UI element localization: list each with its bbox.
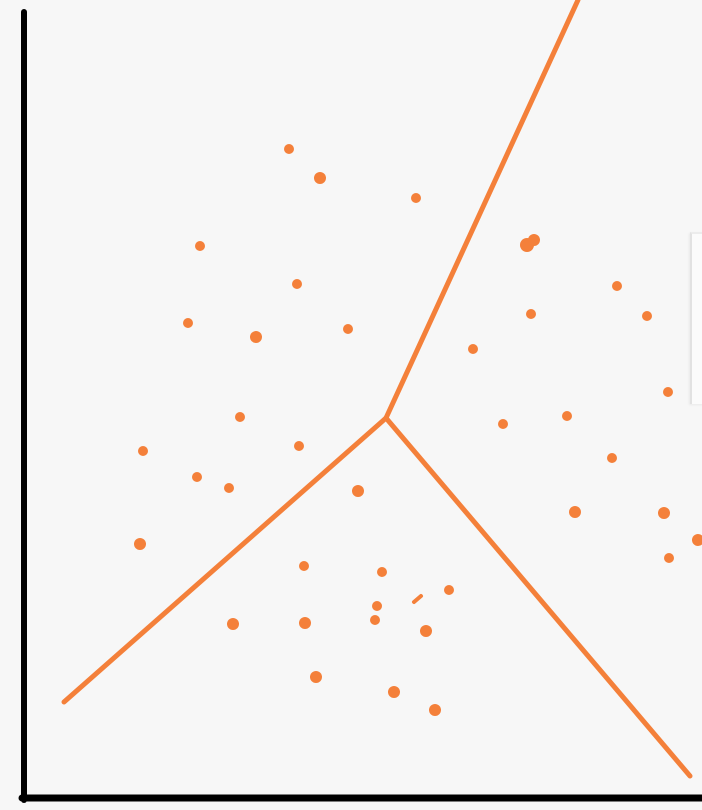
data-point xyxy=(235,412,245,422)
data-point xyxy=(134,538,146,550)
data-point xyxy=(429,704,441,716)
data-point xyxy=(192,472,202,482)
boundary-line-right xyxy=(383,415,693,779)
data-point xyxy=(310,671,322,683)
data-points xyxy=(134,144,702,716)
data-point xyxy=(372,601,382,611)
data-point xyxy=(377,567,387,577)
data-point xyxy=(444,585,454,595)
boundary-line-top xyxy=(383,0,581,421)
data-point xyxy=(526,309,536,319)
data-point-mark xyxy=(412,594,423,604)
data-point xyxy=(370,615,380,625)
cluster-boundaries xyxy=(61,0,693,779)
data-point xyxy=(183,318,193,328)
data-point xyxy=(658,507,670,519)
data-point xyxy=(299,617,311,629)
data-point xyxy=(569,506,581,518)
data-point xyxy=(138,446,148,456)
data-point xyxy=(292,279,302,289)
data-point xyxy=(284,144,294,154)
data-point xyxy=(250,331,262,343)
data-point xyxy=(664,553,674,563)
data-point xyxy=(498,419,508,429)
data-point xyxy=(294,441,304,451)
data-point xyxy=(388,686,400,698)
side-panel-edge xyxy=(690,232,702,404)
data-point xyxy=(299,561,309,571)
data-point xyxy=(692,534,702,546)
data-point xyxy=(352,485,364,497)
boundary-line-left xyxy=(61,415,389,705)
data-point xyxy=(195,241,205,251)
data-point xyxy=(642,311,652,321)
data-point xyxy=(468,344,478,354)
data-point xyxy=(224,483,234,493)
data-point xyxy=(562,411,572,421)
data-point xyxy=(612,281,622,291)
data-point xyxy=(607,453,617,463)
data-point xyxy=(528,234,540,246)
data-point xyxy=(663,387,673,397)
data-point xyxy=(227,618,239,630)
data-point xyxy=(420,625,432,637)
data-point xyxy=(411,193,421,203)
data-point xyxy=(343,324,353,334)
data-point xyxy=(314,172,326,184)
